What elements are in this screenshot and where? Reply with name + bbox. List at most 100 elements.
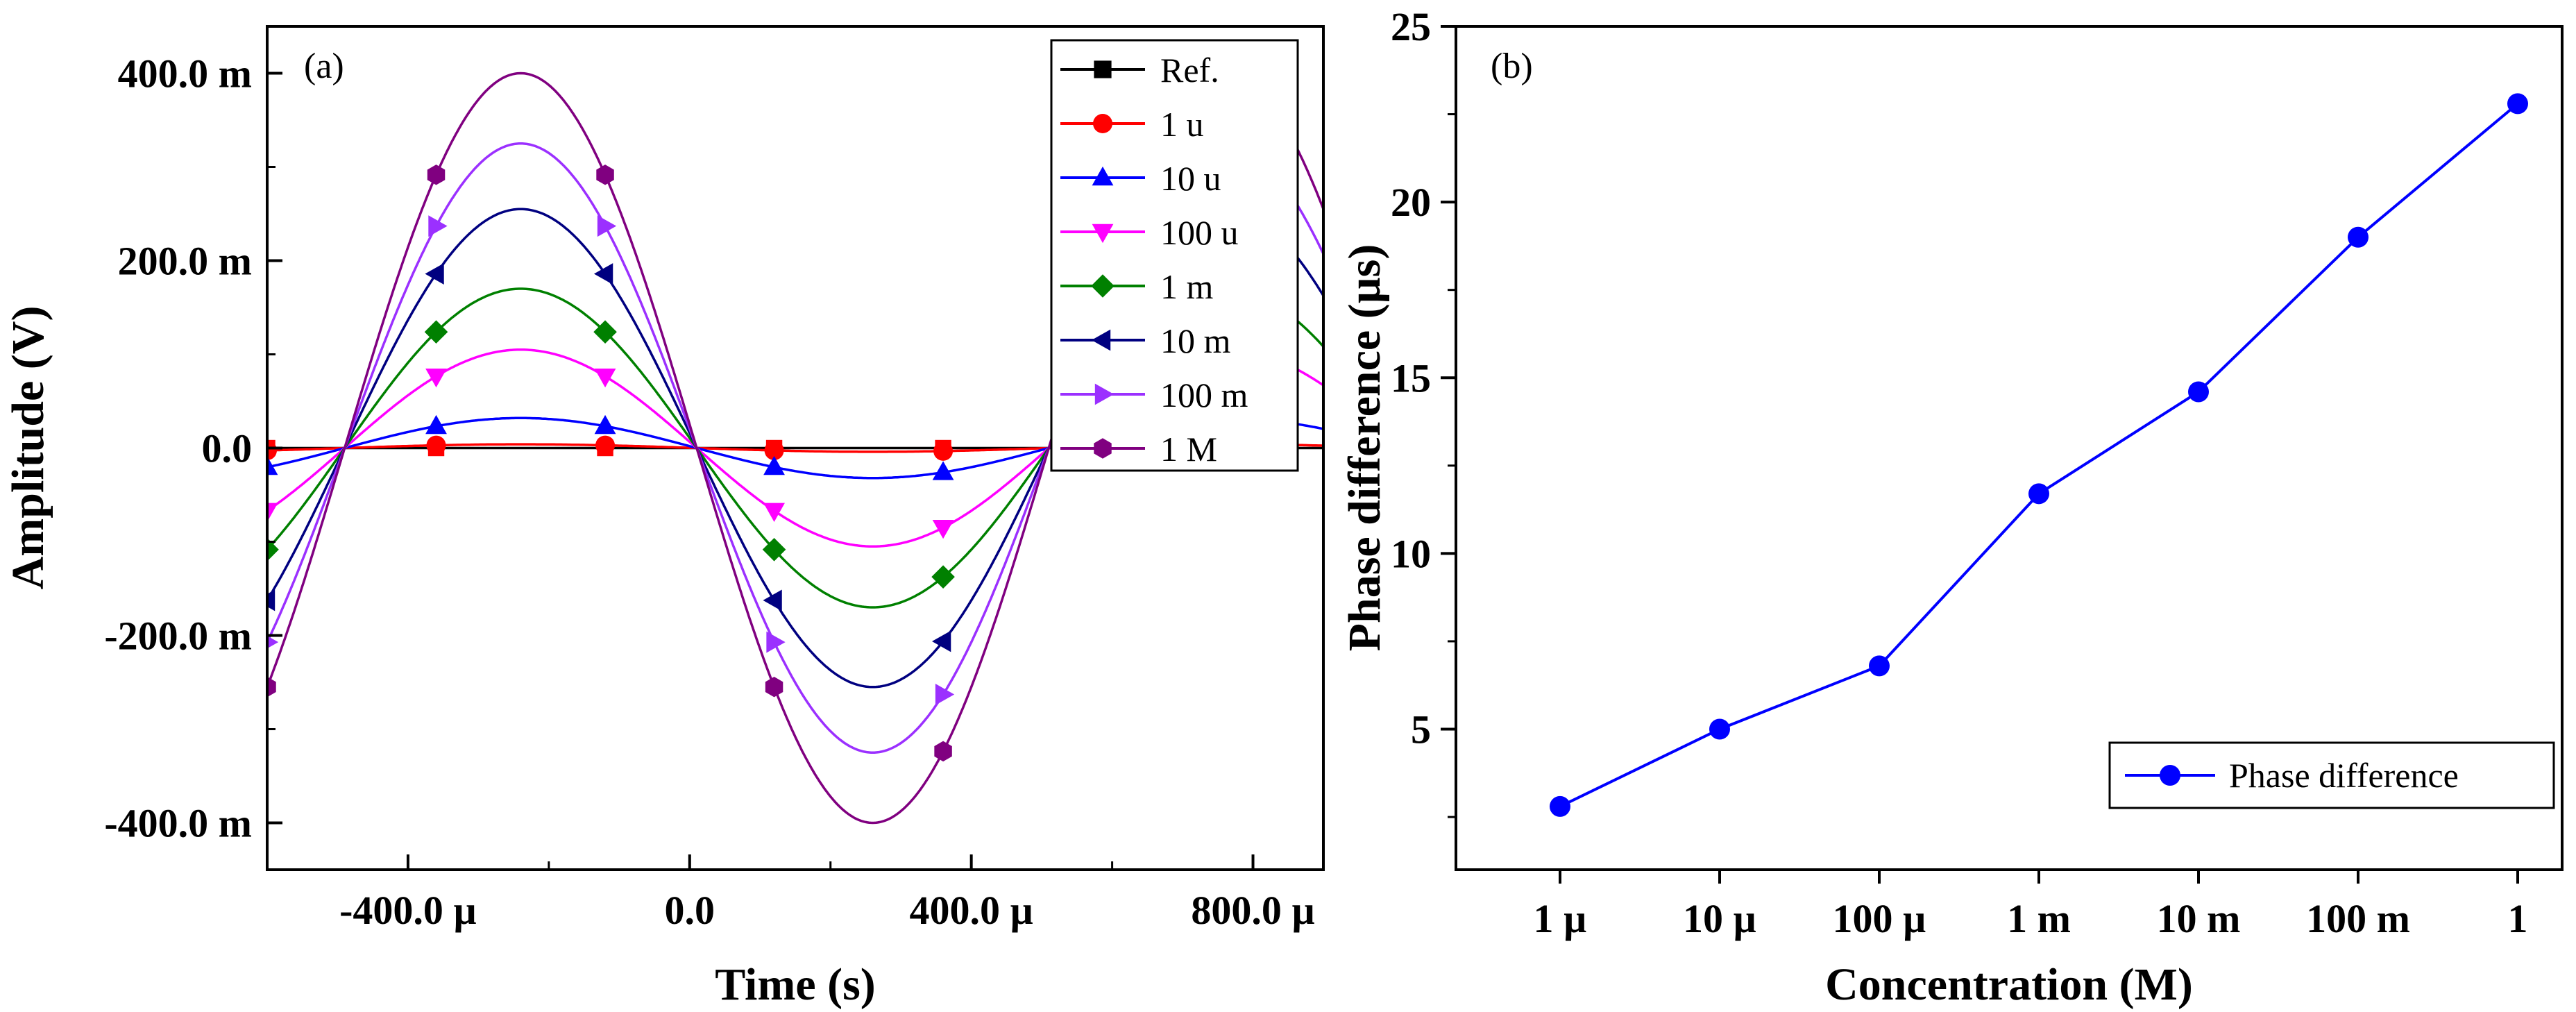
a-series-5-point-1 (425, 263, 444, 285)
panel-a-waveform-chart: -400.0 µ 0.0 400.0 µ 800.0 µ 400.0 m 200.0 m… (3, 25, 1325, 1010)
a-series-2-point-3 (763, 455, 785, 475)
a-legend-label-2: 10 u (1160, 159, 1221, 198)
a-x-tick-label: 800.0 µ (1191, 888, 1314, 933)
b-x-tick-label: 10 m (2157, 896, 2241, 941)
a-legend-label-1: 1 u (1160, 105, 1204, 144)
b-series-path (1559, 102, 2519, 808)
b-point-5 (2348, 226, 2369, 248)
a-series-7-point-2 (596, 165, 614, 185)
a-legend-label-0: Ref. (1160, 51, 1219, 90)
b-x-tick-label: 1 µ (1534, 896, 1587, 941)
b-x-tick-label: 100 m (2306, 896, 2410, 941)
b-point-0 (1550, 795, 1570, 817)
a-legend-marker-2 (1092, 166, 1114, 186)
a-series-5-point-2 (593, 263, 613, 285)
a-series-2-point-1 (425, 414, 447, 435)
a-series-6-point-4 (935, 684, 955, 705)
b-x-tick-label: 1 m (2007, 896, 2071, 941)
b-panel-label: (b) (1491, 47, 1533, 86)
a-legend-marker-5 (1091, 329, 1111, 351)
a-series-2-point-2 (594, 414, 616, 435)
a-series-2-point-4 (932, 461, 954, 480)
a-series-7-point-1 (427, 165, 446, 185)
a-series-markers (267, 109, 1293, 762)
a-series-3-point-2 (594, 368, 616, 388)
a-y-tick-label: 0.0 (202, 426, 253, 471)
a-series-3-point-1 (425, 368, 447, 388)
a-legend-marker-0 (1094, 60, 1112, 78)
b-point-6 (2507, 93, 2528, 115)
a-series-6-point-2 (597, 215, 617, 237)
a-legend-label-4: 1 m (1160, 267, 1214, 306)
a-series-3-point-3 (763, 503, 785, 522)
a-series-6-point-0 (267, 636, 279, 649)
a-legend-marker-1 (1093, 114, 1112, 133)
b-y-tick-label: 20 (1391, 180, 1431, 225)
a-legend-label-3: 100 u (1160, 213, 1239, 252)
a-series-4-point-4 (931, 565, 955, 589)
b-y-axis: 5 10 15 20 25 (1391, 4, 1456, 818)
a-series-4-point-1 (424, 320, 448, 344)
a-legend-label-7: 1 M (1160, 430, 1217, 469)
b-y-tick-label: 25 (1391, 4, 1431, 49)
b-series-line (1559, 102, 2519, 808)
a-panel-label: (a) (304, 47, 344, 86)
a-series-6-point-3 (766, 631, 786, 653)
a-y-tick-label: -200.0 m (104, 614, 252, 659)
a-ref-point-2 (597, 439, 613, 457)
b-series-markers (1550, 93, 2528, 817)
a-series-7-point-4 (934, 741, 952, 762)
a-series-4-point-0 (267, 537, 279, 562)
a-y-tick-label: -400.0 m (104, 801, 252, 846)
a-series-6-point-1 (428, 215, 448, 237)
b-point-1 (1709, 718, 1730, 740)
a-series-7-point-3 (765, 677, 783, 698)
a-series-3-point-0 (267, 503, 278, 522)
a-legend-marker-6 (1094, 383, 1115, 405)
a-ref-point-3 (765, 439, 783, 457)
b-x-axis: 1 µ 10 µ 100 µ 1 m 10 m 100 m 1 (1534, 870, 2528, 941)
b-plot-frame (1455, 25, 2564, 871)
b-y-axis-title: Phase difference (µs) (1339, 244, 1390, 652)
a-legend-label-6: 100 m (1160, 376, 1248, 414)
a-series-4-point-3 (762, 537, 786, 562)
b-point-2 (1869, 655, 1890, 677)
a-legend-marker-4 (1091, 274, 1115, 298)
a-series-5-point-0 (267, 589, 276, 612)
a-x-tick-label: 0.0 (665, 888, 715, 933)
a-x-tick-label: 400.0 µ (909, 888, 1033, 933)
a-series-2-point-0 (267, 455, 278, 475)
a-y-tick-label: 400.0 m (118, 51, 252, 96)
a-legend-marker-3 (1092, 224, 1114, 244)
b-x-tick-label: 100 µ (1833, 896, 1926, 941)
a-legend-marker-7 (1094, 438, 1112, 459)
a-x-axis-title: Time (s) (715, 959, 876, 1010)
b-legend-marker (2160, 765, 2180, 786)
a-legend: Ref. 1 u 10 u 100 u 1 m 10 m 100 m 1 M (1050, 39, 1299, 472)
b-x-tick-label: 1 (2508, 896, 2528, 941)
b-y-tick-label: 10 (1391, 531, 1431, 576)
b-y-tick-label: 5 (1411, 707, 1431, 752)
a-x-tick-label: -400.0 µ (339, 888, 477, 933)
a-series-5-point-4 (931, 630, 951, 652)
b-legend: Phase difference (2108, 741, 2555, 809)
b-point-3 (2028, 483, 2049, 505)
a-ref-point-4 (935, 439, 951, 457)
b-x-axis-title: Concentration (M) (1825, 959, 2193, 1010)
b-x-tick-label: 10 µ (1683, 896, 1756, 941)
a-legend-box (1050, 39, 1299, 472)
a-ref-point-1 (427, 439, 445, 457)
a-y-axis-title: Amplitude (V) (3, 306, 53, 590)
b-point-4 (2188, 381, 2209, 403)
a-y-axis: 400.0 m 200.0 m 0.0 -200.0 m -400.0 m (104, 51, 282, 846)
a-series-5-point-3 (763, 589, 782, 612)
b-y-tick-label: 15 (1391, 355, 1431, 400)
a-series-7-point-0 (267, 677, 276, 698)
a-legend-label-5: 10 m (1160, 321, 1231, 360)
b-legend-label: Phase difference (2229, 756, 2459, 795)
a-series-4-point-2 (593, 320, 617, 344)
a-x-axis: -400.0 µ 0.0 400.0 µ 800.0 µ (266, 854, 1315, 933)
a-series-3-point-4 (932, 519, 954, 539)
